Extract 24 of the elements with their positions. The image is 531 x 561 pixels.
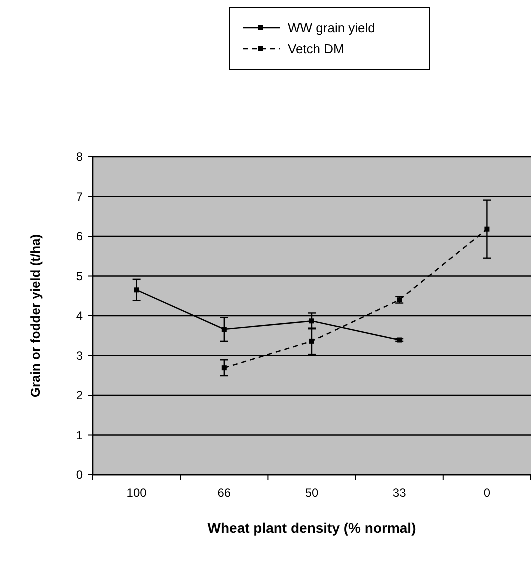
point	[222, 327, 227, 332]
x-tick-label: 0	[484, 486, 491, 500]
y-axis-title: Grain or fodder yield (t/ha)	[28, 234, 43, 398]
x-axis-title: Wheat plant density (% normal)	[208, 520, 416, 536]
point	[222, 366, 227, 371]
point	[310, 318, 314, 324]
y-tick-label: 2	[76, 388, 84, 403]
legend-label: Vetch DM	[288, 42, 344, 57]
y-tick-label: 4	[76, 309, 84, 324]
y-tick-label: 6	[76, 230, 84, 244]
y-tick-label: 3	[76, 348, 84, 363]
x-tick-label: 33	[392, 486, 407, 500]
y-tick-label: 5	[76, 269, 84, 284]
x-tick-label: 50	[305, 486, 319, 500]
x-tick-label: 66	[218, 486, 232, 500]
point	[134, 288, 140, 293]
y-tick-label: 7	[76, 190, 84, 204]
x-tick-label: 100	[126, 486, 148, 500]
y-tick-label: 0	[76, 468, 84, 482]
point	[310, 338, 314, 344]
legend-label: WW grain yield	[288, 20, 376, 36]
y-tick-label: 8	[76, 150, 84, 164]
y-tick-label: 1	[76, 428, 84, 442]
point	[484, 226, 490, 232]
